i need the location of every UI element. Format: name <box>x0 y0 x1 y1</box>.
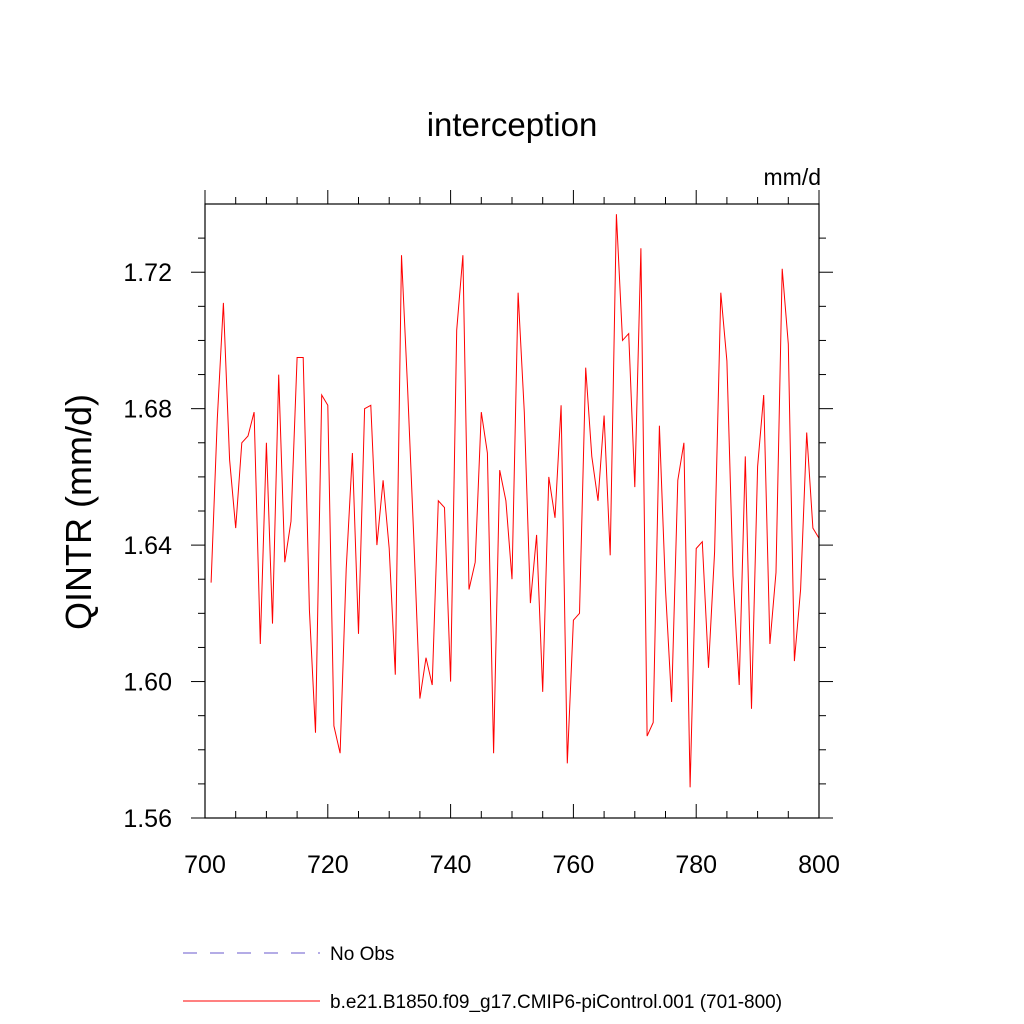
y-tick-label: 1.56 <box>123 805 172 833</box>
chart-title: interception <box>427 106 598 143</box>
y-tick-label: 1.64 <box>123 532 172 560</box>
legend: No Obs b.e21.B1850.f09_g17.CMIP6-piContr… <box>183 944 782 1013</box>
legend-label-no-obs: No Obs <box>330 944 394 965</box>
series-layer <box>210 214 820 788</box>
x-tick-label: 720 <box>307 851 349 879</box>
ticks-layer: 700 720 740 760 780 800 1.56 1.60 1.64 1.68 1.72 <box>123 190 840 879</box>
x-tick-label: 740 <box>430 851 472 879</box>
series-line <box>210 214 820 788</box>
y-tick-label: 1.72 <box>123 259 172 287</box>
y-axis-title: QINTR (mm/d) <box>58 394 99 630</box>
y-tick-label: 1.68 <box>123 396 172 424</box>
plot-frame <box>204 203 820 819</box>
units-label: mm/d <box>764 164 822 190</box>
legend-label-model: b.e21.B1850.f09_g17.CMIP6-piControl.001 … <box>330 992 782 1013</box>
x-tick-label: 780 <box>675 851 717 879</box>
x-tick-label: 800 <box>798 851 840 879</box>
y-tick-label: 1.60 <box>123 669 172 697</box>
x-tick-label: 700 <box>184 851 226 879</box>
x-tick-label: 760 <box>553 851 595 879</box>
